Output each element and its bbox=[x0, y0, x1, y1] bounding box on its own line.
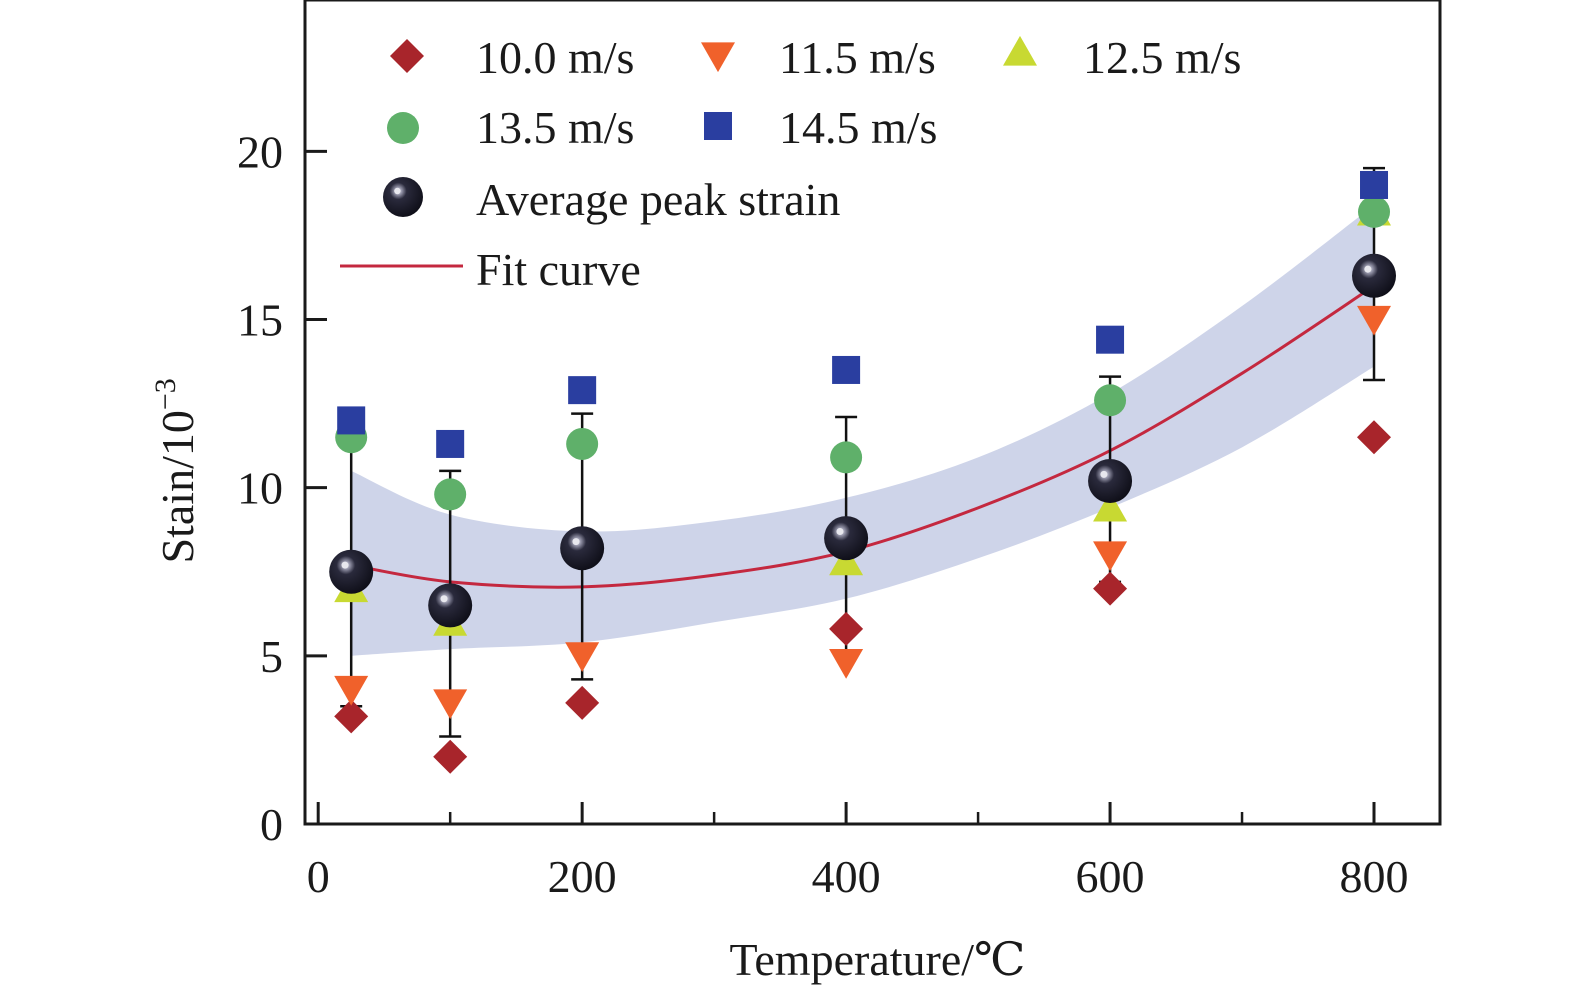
average-point bbox=[428, 583, 473, 628]
sphere-highlight bbox=[440, 595, 448, 603]
legend: 10.0 m/s 11.5 m/s 12.5 m/s 13.5 m/s 14.5 m/s… bbox=[340, 32, 1241, 295]
average-point bbox=[1352, 253, 1397, 298]
legend-marker bbox=[383, 177, 423, 217]
data-point bbox=[565, 642, 600, 672]
data-point bbox=[433, 689, 468, 720]
average-point bbox=[560, 526, 605, 571]
sphere-body bbox=[1352, 253, 1397, 298]
x-tick-label: 200 bbox=[548, 851, 617, 902]
data-point bbox=[337, 406, 366, 435]
series-10-0-m-s bbox=[334, 420, 1392, 774]
legend-marker bbox=[390, 39, 424, 73]
legend-label: Fit curve bbox=[476, 244, 641, 295]
legend-marker bbox=[1003, 35, 1037, 66]
data-point bbox=[334, 675, 369, 706]
legend-label: 12.5 m/s bbox=[1083, 32, 1241, 83]
legend-item: 12.5 m/s bbox=[1003, 32, 1241, 83]
data-point bbox=[829, 545, 864, 576]
plot-frame bbox=[303, 0, 1442, 826]
y-axis-title-main: Stain/10 bbox=[152, 410, 203, 563]
data-point bbox=[1357, 305, 1392, 336]
x-axis-title: Temperature/℃ bbox=[730, 934, 1026, 985]
y-tick-label: 20 bbox=[237, 126, 283, 177]
sphere-body bbox=[560, 526, 605, 571]
series-11-5-m-s bbox=[334, 305, 1392, 720]
data-point bbox=[832, 355, 861, 384]
data-point bbox=[1094, 384, 1127, 417]
y-tick-label: 10 bbox=[237, 463, 283, 514]
x-tick-label: 600 bbox=[1076, 851, 1145, 902]
data-point bbox=[566, 427, 599, 460]
data-point bbox=[436, 429, 465, 458]
sphere-body bbox=[428, 583, 473, 628]
sphere-body bbox=[824, 516, 869, 561]
sphere-highlight bbox=[1100, 470, 1108, 478]
confidence-band-layer bbox=[351, 205, 1375, 656]
legend-item: Average peak strain bbox=[383, 174, 840, 225]
data-point bbox=[568, 376, 597, 405]
y-axis-title: Stain/10−3 bbox=[149, 378, 203, 563]
average-point bbox=[824, 516, 869, 561]
average-layer bbox=[329, 253, 1397, 628]
legend-item: 14.5 m/s bbox=[704, 102, 937, 153]
legend-item: 10.0 m/s bbox=[390, 32, 634, 83]
data-point bbox=[1093, 491, 1128, 522]
data-point bbox=[565, 685, 600, 720]
legend-item: Fit curve bbox=[340, 244, 641, 295]
legend-label: Average peak strain bbox=[476, 174, 840, 225]
y-tick-label: 5 bbox=[260, 631, 283, 682]
data-point bbox=[1360, 170, 1389, 199]
confidence-band bbox=[351, 205, 1375, 656]
average-point bbox=[1088, 458, 1133, 503]
data-point bbox=[829, 648, 864, 679]
data-point bbox=[1093, 571, 1128, 606]
legend-marker bbox=[387, 112, 419, 144]
sphere-body bbox=[1088, 458, 1133, 503]
sphere-highlight bbox=[1364, 265, 1372, 273]
series-13-5-m-s bbox=[335, 195, 1391, 511]
x-tick-label: 400 bbox=[812, 851, 881, 902]
axes-layer: 0 200 400 600 800 0 5 10 15 20 Temperature/℃ Stain/… bbox=[149, 0, 1442, 985]
data-point bbox=[829, 611, 864, 646]
x-tick-label: 0 bbox=[307, 851, 330, 902]
legend-label: 10.0 m/s bbox=[476, 32, 634, 83]
y-tick-label: 0 bbox=[260, 799, 283, 850]
sphere-body bbox=[383, 177, 423, 217]
data-point bbox=[334, 699, 369, 734]
sphere-highlight bbox=[341, 561, 349, 569]
legend-label: 11.5 m/s bbox=[779, 32, 936, 83]
sphere-highlight bbox=[836, 528, 844, 536]
data-point bbox=[1358, 195, 1391, 228]
data-point bbox=[1357, 420, 1392, 455]
series-14-5-m-s bbox=[337, 170, 1389, 458]
sphere-body bbox=[329, 549, 374, 594]
legend-label: 14.5 m/s bbox=[779, 102, 937, 153]
legend-item: 11.5 m/s bbox=[701, 32, 936, 83]
legend-item: 13.5 m/s bbox=[387, 102, 634, 153]
data-point bbox=[830, 441, 863, 474]
data-point bbox=[433, 739, 468, 774]
average-point bbox=[329, 549, 374, 594]
sphere-highlight bbox=[394, 187, 401, 195]
x-tick-label: 800 bbox=[1340, 851, 1409, 902]
data-point bbox=[1096, 325, 1125, 354]
legend-marker bbox=[704, 112, 732, 140]
y-axis-title-superscript: −3 bbox=[149, 378, 182, 410]
legend-label: 13.5 m/s bbox=[476, 102, 634, 153]
data-point bbox=[434, 478, 467, 511]
y-tick-label: 15 bbox=[237, 295, 283, 346]
data-point bbox=[1093, 541, 1128, 572]
sphere-highlight bbox=[572, 538, 580, 546]
legend-marker bbox=[701, 42, 735, 73]
